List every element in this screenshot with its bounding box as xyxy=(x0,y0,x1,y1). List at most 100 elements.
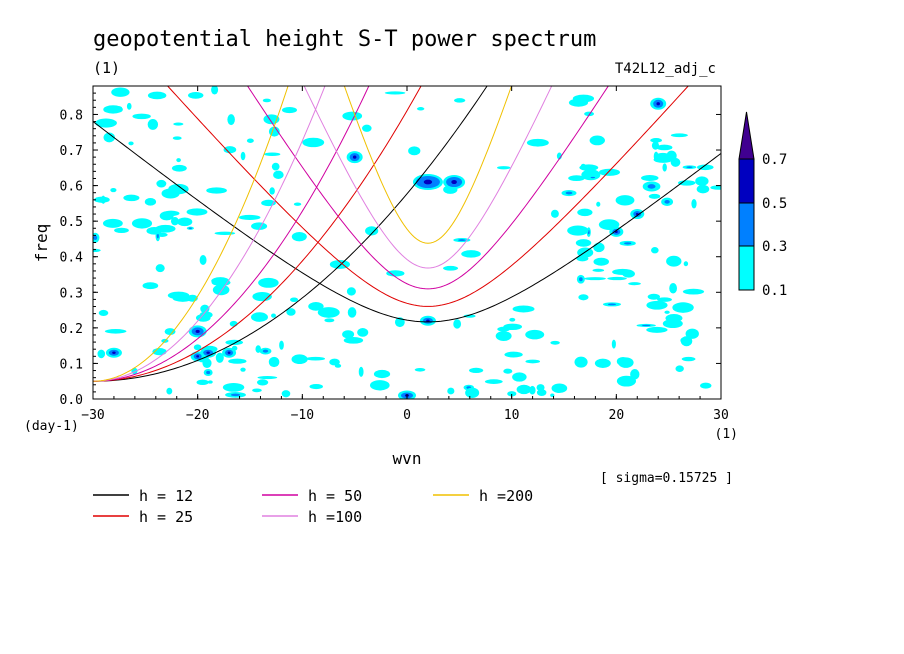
shading-cell xyxy=(682,288,705,295)
shading-cell xyxy=(683,261,689,267)
shading-cell xyxy=(373,369,391,379)
shading-cell xyxy=(572,94,595,103)
shading-cell xyxy=(193,344,202,351)
shading-cell xyxy=(365,226,379,236)
shading-cell xyxy=(628,282,641,286)
chart-subtitle-left: (1) xyxy=(93,59,120,77)
sigma-annotation: [ sigma=0.15725 ] xyxy=(600,471,733,486)
shading-cell xyxy=(384,91,406,95)
shading-cell xyxy=(710,185,721,190)
colorbar-label: 0.3 xyxy=(762,239,787,255)
shading-cell xyxy=(164,328,176,335)
y-tick-label: 0.7 xyxy=(60,144,83,159)
curve-50-ig xyxy=(246,86,609,290)
legend: h = 12 h = 25 h = 50 h =100 h =200 xyxy=(93,487,533,526)
shading-cell xyxy=(317,307,340,318)
shading-cell-core xyxy=(93,235,98,241)
shading-cell-peak xyxy=(206,351,210,354)
shading-cell-core xyxy=(156,233,159,239)
shading-cell xyxy=(252,291,272,302)
shading-cell xyxy=(155,224,176,233)
shading-cell xyxy=(670,157,681,167)
shading-cell xyxy=(507,391,517,397)
shading-cell xyxy=(550,340,560,345)
y-tick-label: 0.4 xyxy=(60,251,84,266)
shading-cell xyxy=(495,331,512,341)
shading-cell xyxy=(408,146,421,156)
shading-cell xyxy=(228,358,247,364)
curve-12-ig xyxy=(93,121,721,323)
shading-cell xyxy=(262,98,271,103)
shading-cell-core xyxy=(624,242,632,245)
shading-cell xyxy=(362,124,372,132)
chart-subtitle-right: T42L12_adj_c xyxy=(615,61,716,77)
shading-cell xyxy=(172,294,193,302)
shading-cell-peak xyxy=(451,180,457,185)
shading-cell xyxy=(172,136,182,140)
shading-cell-core xyxy=(641,324,651,327)
shading-cell xyxy=(536,384,545,391)
x-tick-label: −20 xyxy=(186,408,209,423)
shading-cell xyxy=(618,357,634,368)
shading-cell xyxy=(550,209,559,218)
colorbar-label: 0.1 xyxy=(762,283,787,299)
shading-cell xyxy=(568,175,585,182)
legend-label-h200: h =200 xyxy=(479,487,533,505)
shading-cell xyxy=(357,328,369,337)
shading-cell xyxy=(199,255,207,265)
y-tick-label: 0.6 xyxy=(60,180,83,195)
shading-cell xyxy=(575,239,592,247)
legend-label-h50: h = 50 xyxy=(308,487,362,505)
x-axis: −30 −20 −10 0 10 20 30 xyxy=(81,86,729,423)
curve-200-ig xyxy=(343,86,513,244)
shading-cell xyxy=(225,339,244,346)
shading-cell xyxy=(662,163,667,172)
colorbar-box xyxy=(738,158,755,204)
shading-cell xyxy=(680,336,693,347)
colorbar: 0.1 0.3 0.5 0.7 xyxy=(738,111,787,299)
shading-cell xyxy=(653,152,672,163)
y-tick-label: 0.3 xyxy=(60,286,83,301)
shading-cell xyxy=(526,138,549,147)
shading-cell xyxy=(147,91,167,100)
shading-cell xyxy=(273,170,284,179)
y-tick-label: 0.0 xyxy=(60,393,83,408)
shading-cell xyxy=(128,141,134,146)
shading-cell xyxy=(695,176,709,186)
shading-cell xyxy=(453,98,466,103)
shading-cell xyxy=(214,231,236,236)
shading-cell xyxy=(593,242,605,253)
chart-title: geopotential height S-T power spectrum xyxy=(93,27,596,52)
shading-cell xyxy=(126,102,132,110)
shading-cell-core xyxy=(230,393,241,397)
shading-cell-peak xyxy=(227,351,231,354)
shading-cell xyxy=(675,365,684,373)
shading-cell-core xyxy=(664,199,670,204)
shading-cell xyxy=(551,383,568,394)
legend-label-h12: h = 12 xyxy=(139,487,193,505)
shading-cell xyxy=(309,384,323,390)
curve-25-kelvin xyxy=(93,86,422,382)
x-tick-label: 10 xyxy=(504,408,520,423)
shading-cell xyxy=(256,379,269,386)
shading-cell xyxy=(691,199,697,209)
shading-cell xyxy=(264,152,281,157)
shading-cell xyxy=(132,113,151,120)
shading-cell xyxy=(271,313,276,318)
shading-cell xyxy=(416,107,425,111)
x-tick-label: 30 xyxy=(713,408,729,423)
shading-cell-core xyxy=(565,191,573,195)
shading-cell xyxy=(592,268,605,272)
shading-cell xyxy=(196,379,209,386)
shading-cell xyxy=(229,320,238,327)
shading-cell xyxy=(271,162,280,171)
shading-cell-core xyxy=(607,303,617,306)
shading-cell xyxy=(578,294,589,301)
y-axis: 0.0 0.1 0.2 0.3 0.4 0.5 0.6 0.7 0.8 xyxy=(60,92,721,408)
y-tick-label: 0.1 xyxy=(60,357,83,372)
shading-cell xyxy=(101,195,106,204)
shading-cell xyxy=(98,309,109,316)
shading-cell xyxy=(504,351,523,358)
shading-cell xyxy=(594,358,611,368)
